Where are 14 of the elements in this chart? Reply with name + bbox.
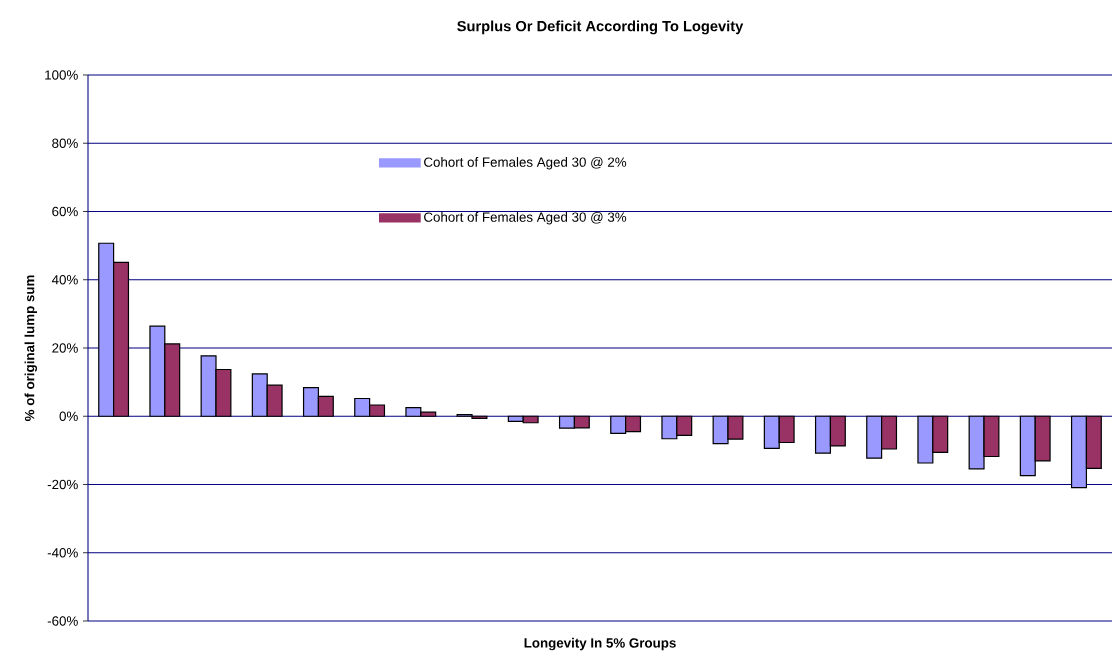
y-tick-label: 80% [52,138,78,148]
y-tick-label: 100% [45,70,78,80]
chart-title: Surplus Or Deficit According To Logevity [457,20,744,35]
legend-label: Cohort of Females Aged 30 @ 2% [424,157,627,170]
x-axis-title: Longevity In 5% Groups [524,637,676,651]
y-tick-label: -40% [47,548,78,558]
y-tick-label: 60% [52,206,78,217]
legend-label: Cohort of Females Aged 30 @ 3% [424,212,627,225]
y-axis-title: % of original lump sum [24,275,38,421]
y-tick-label: -20% [47,479,78,490]
y-tick-label: -60% [47,616,78,626]
y-tick-label: 40% [51,275,78,285]
y-tick-label: 20% [52,343,78,353]
y-tick-label: 0% [59,411,78,421]
